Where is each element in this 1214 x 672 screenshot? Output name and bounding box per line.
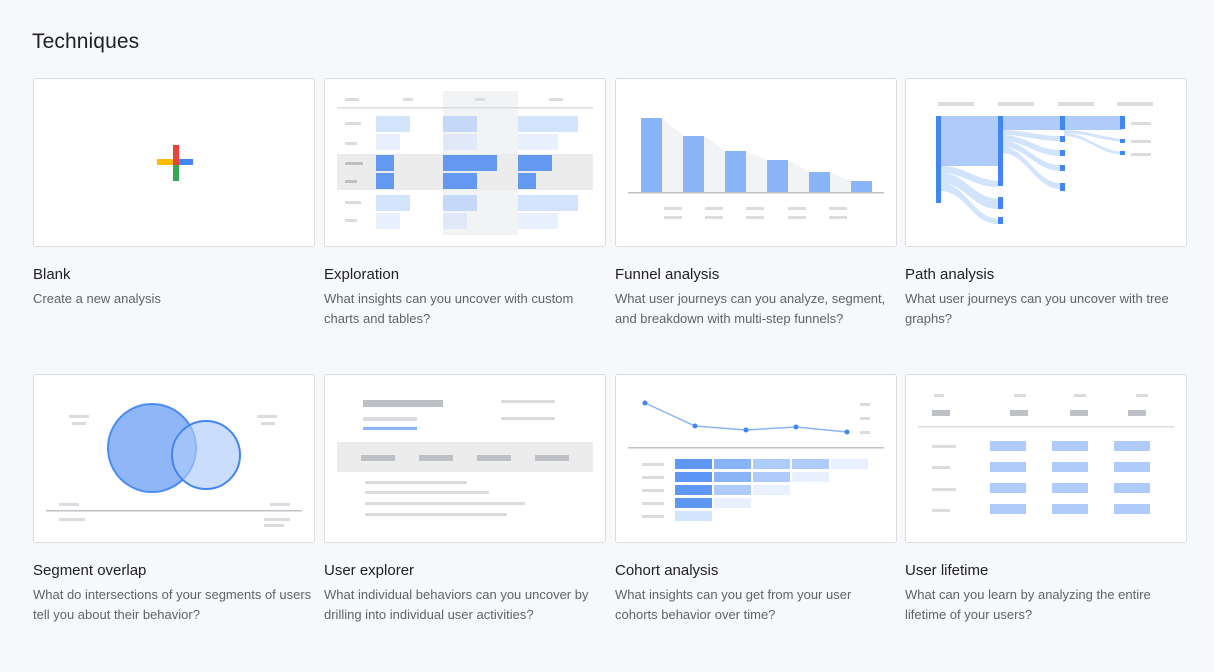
- card-funnel-analysis-description: What user journeys can you analyze, segm…: [615, 291, 886, 326]
- card-user-explorer[interactable]: User explorer What individual behaviors …: [324, 374, 606, 625]
- card-user-lifetime[interactable]: User lifetime What can you learn by anal…: [905, 374, 1187, 625]
- venn-illustration: [46, 403, 302, 527]
- card-blank-thumbnail[interactable]: [33, 78, 315, 247]
- card-funnel-analysis-thumbnail[interactable]: [615, 78, 897, 247]
- card-segment-overlap-thumbnail[interactable]: [33, 374, 315, 543]
- lifetime-table-illustration: [918, 394, 1174, 514]
- card-exploration-title: Exploration: [324, 266, 400, 283]
- card-cohort-analysis-thumbnail[interactable]: [615, 374, 897, 543]
- plus-icon: [157, 145, 193, 181]
- card-user-lifetime-description: What can you learn by analyzing the enti…: [905, 587, 1151, 622]
- user-list-illustration: [337, 400, 593, 516]
- card-cohort-analysis-title: Cohort analysis: [615, 562, 719, 579]
- card-exploration[interactable]: Exploration What insights can you uncove…: [324, 78, 606, 329]
- card-user-lifetime-thumbnail[interactable]: [905, 374, 1187, 543]
- funnel-illustration: [628, 118, 884, 219]
- card-segment-overlap-title: Segment overlap: [33, 562, 147, 579]
- card-exploration-thumbnail[interactable]: [324, 78, 606, 247]
- card-user-explorer-description: What individual behaviors can you uncove…: [324, 587, 589, 622]
- card-user-lifetime-title: User lifetime: [905, 562, 989, 579]
- card-cohort-analysis[interactable]: Cohort analysis What insights can you ge…: [615, 374, 897, 625]
- card-segment-overlap[interactable]: Segment overlap What do intersections of…: [33, 374, 315, 625]
- card-segment-overlap-description: What do intersections of your segments o…: [33, 587, 312, 622]
- card-path-analysis-thumbnail[interactable]: [905, 78, 1187, 247]
- card-exploration-description: What insights can you uncover with custo…: [324, 291, 574, 326]
- card-path-analysis-description: What user journeys can you uncover with …: [905, 291, 1169, 326]
- card-blank-title: Blank: [33, 266, 71, 283]
- card-user-explorer-thumbnail[interactable]: [324, 374, 606, 543]
- card-blank-description: Create a new analysis: [33, 291, 161, 306]
- card-funnel-analysis[interactable]: Funnel analysis What user journeys can y…: [615, 78, 897, 329]
- page-title: Techniques: [32, 30, 140, 53]
- card-user-explorer-title: User explorer: [324, 562, 415, 579]
- card-path-analysis-title: Path analysis: [905, 266, 995, 283]
- card-cohort-analysis-description: What insights can you get from your user…: [615, 587, 852, 622]
- tree-graph-illustration: [936, 102, 1153, 224]
- card-funnel-analysis-title: Funnel analysis: [615, 266, 720, 283]
- card-blank[interactable]: Blank Create a new analysis: [33, 78, 315, 309]
- table-illustration: [337, 91, 593, 235]
- card-path-analysis[interactable]: Path analysis What user journeys can you…: [905, 78, 1187, 329]
- cohort-illustration: [628, 400, 884, 521]
